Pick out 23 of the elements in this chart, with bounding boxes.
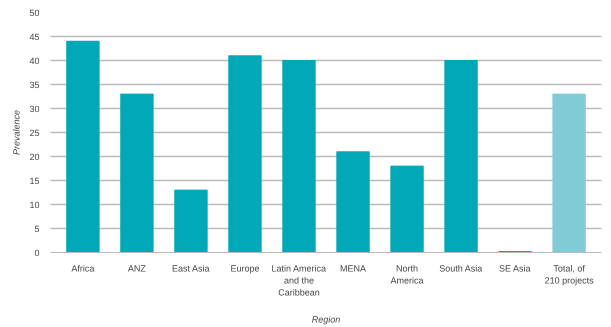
x-tick-label: ANZ xyxy=(128,264,146,274)
y-tick-label: 50 xyxy=(29,8,40,18)
y-tick-label: 15 xyxy=(29,176,40,186)
y-tick-label: 10 xyxy=(29,200,40,210)
x-axis-title: Region xyxy=(312,314,340,324)
y-tick-label: 35 xyxy=(29,80,40,90)
x-tick-label: Latin America and the Caribbean xyxy=(271,264,326,298)
x-tick-label: East Asia xyxy=(172,264,210,274)
y-tick-label: 40 xyxy=(29,56,40,66)
x-tick-label: Europe xyxy=(230,264,260,274)
y-tick-label: 5 xyxy=(34,224,40,234)
y-tick-label: 25 xyxy=(29,128,40,138)
x-tick-label: Total, of 210 projects xyxy=(544,264,594,286)
x-tick-label: MENA xyxy=(340,264,366,274)
x-tick-label: South Asia xyxy=(439,264,482,274)
x-tick-label: SE Asia xyxy=(499,264,531,274)
x-tick-label: North America xyxy=(390,264,424,286)
y-tick-label: 30 xyxy=(29,104,40,114)
y-tick-label: 20 xyxy=(29,152,40,162)
x-tick-label: Africa xyxy=(71,264,94,274)
y-axis-title: Prevalence xyxy=(11,110,22,156)
y-tick-label: 0 xyxy=(34,248,40,258)
y-tick-label: 45 xyxy=(29,32,40,42)
